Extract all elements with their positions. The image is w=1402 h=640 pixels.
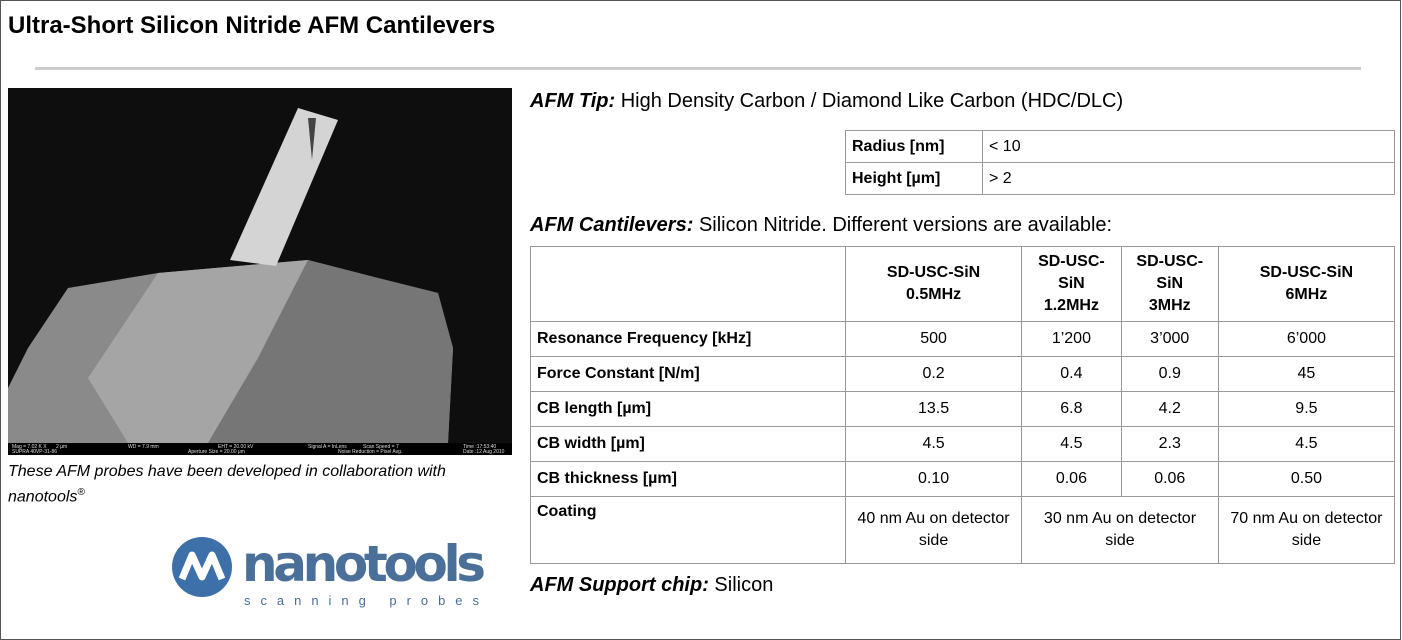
column-name: SD-USC-SiN: [1136, 253, 1203, 292]
row-label: CB thickness [µm]: [531, 462, 846, 497]
table-cell: 70 nm Au on detector side: [1218, 497, 1394, 564]
support-text: Silicon: [714, 574, 773, 596]
info-bar-text: Date :12 Aug 2010: [463, 449, 505, 455]
table-cell: 2.3: [1121, 427, 1218, 462]
table-cell: 9.5: [1218, 392, 1394, 427]
support-line: AFM Support chip: Silicon: [530, 574, 773, 597]
info-bar-text: Noise Reduction = Pixel Avg.: [338, 449, 402, 455]
caption-text: These AFM probes have been developed in …: [8, 463, 446, 505]
cantilever-text: Silicon Nitride. Different versions are …: [699, 214, 1112, 236]
registered-mark: ®: [77, 487, 84, 498]
table-row: Height [µm]> 2: [846, 163, 1395, 195]
table-cell: 500: [846, 322, 1022, 357]
table-cell: 40 nm Au on detector side: [846, 497, 1022, 564]
column-version: 3MHz: [1149, 297, 1191, 314]
table-cell: < 10: [983, 131, 1395, 163]
table-row: Radius [nm]< 10: [846, 131, 1395, 163]
table-cell: 0.06: [1022, 462, 1122, 497]
info-bar-text: Aperture Size = 20.00 µm: [188, 449, 245, 455]
page: Ultra-Short Silicon Nitride AFM Cantilev…: [0, 0, 1402, 628]
table-cell: 1’200: [1022, 322, 1122, 357]
tip-text: High Density Carbon / Diamond Like Carbo…: [621, 90, 1123, 112]
info-bar-text: WD = 7.9 mm: [128, 444, 159, 450]
table-cell: 4.5: [1022, 427, 1122, 462]
info-bar-text: 2 µm: [56, 444, 67, 450]
logo-name: nanotools: [242, 535, 486, 593]
row-label: Force Constant [N/m]: [531, 357, 846, 392]
column-version: 0.5MHz: [906, 286, 961, 303]
column-name: SD-USC-SiN: [887, 264, 980, 281]
table-cell: 0.9: [1121, 357, 1218, 392]
header-cell: SD-USC-SiN 3MHz: [1121, 247, 1218, 322]
row-label: Resonance Frequency [kHz]: [531, 322, 846, 357]
table-cell: 6’000: [1218, 322, 1394, 357]
row-label: CB width [µm]: [531, 427, 846, 462]
table-cell: Height [µm]: [846, 163, 983, 195]
header-cell: [531, 247, 846, 322]
divider: [35, 67, 1361, 70]
page-title: Ultra-Short Silicon Nitride AFM Cantilev…: [8, 12, 495, 40]
cantilever-line: AFM Cantilevers: Silicon Nitride. Differ…: [530, 214, 1112, 237]
table-cell: 4.5: [1218, 427, 1394, 462]
tip-line: AFM Tip: High Density Carbon / Diamond L…: [530, 90, 1123, 113]
row-label: CB length [µm]: [531, 392, 846, 427]
table-cell: 0.2: [846, 357, 1022, 392]
table-cell: 13.5: [846, 392, 1022, 427]
header-cell: SD-USC-SiN 0.5MHz: [846, 247, 1022, 322]
column-name: SD-USC-SiN: [1038, 253, 1105, 292]
column-version: 1.2MHz: [1044, 297, 1099, 314]
table-cell: 30 nm Au on detector side: [1022, 497, 1219, 564]
table-cell: 0.10: [846, 462, 1022, 497]
table-cell: Radius [nm]: [846, 131, 983, 163]
info-bar-text: SUPRA 40VP-31-86: [12, 449, 57, 455]
cantilever-label: AFM Cantilevers:: [530, 214, 693, 236]
column-version: 6MHz: [1286, 286, 1328, 303]
table-cell: 45: [1218, 357, 1394, 392]
row-label: Coating: [531, 497, 846, 564]
table-cell: 6.8: [1022, 392, 1122, 427]
logo-tagline: scanning probes: [244, 593, 484, 608]
logo: nanotools scanning probes: [170, 535, 490, 610]
table-cell: 4.5: [846, 427, 1022, 462]
header-cell: SD-USC-SiN 1.2MHz: [1022, 247, 1122, 322]
table-cell: > 2: [983, 163, 1395, 195]
table-cell: 0.4: [1022, 357, 1122, 392]
table-cell: 0.50: [1218, 462, 1394, 497]
tip-label: AFM Tip:: [530, 90, 615, 112]
image-caption: These AFM probes have been developed in …: [8, 461, 468, 507]
column-name: SD-USC-SiN: [1260, 264, 1353, 281]
table-cell: 4.2: [1121, 392, 1218, 427]
table-cell: 3’000: [1121, 322, 1218, 357]
support-label: AFM Support chip:: [530, 574, 709, 596]
table-cell: 0.06: [1121, 462, 1218, 497]
header-cell: SD-USC-SiN 6MHz: [1218, 247, 1394, 322]
